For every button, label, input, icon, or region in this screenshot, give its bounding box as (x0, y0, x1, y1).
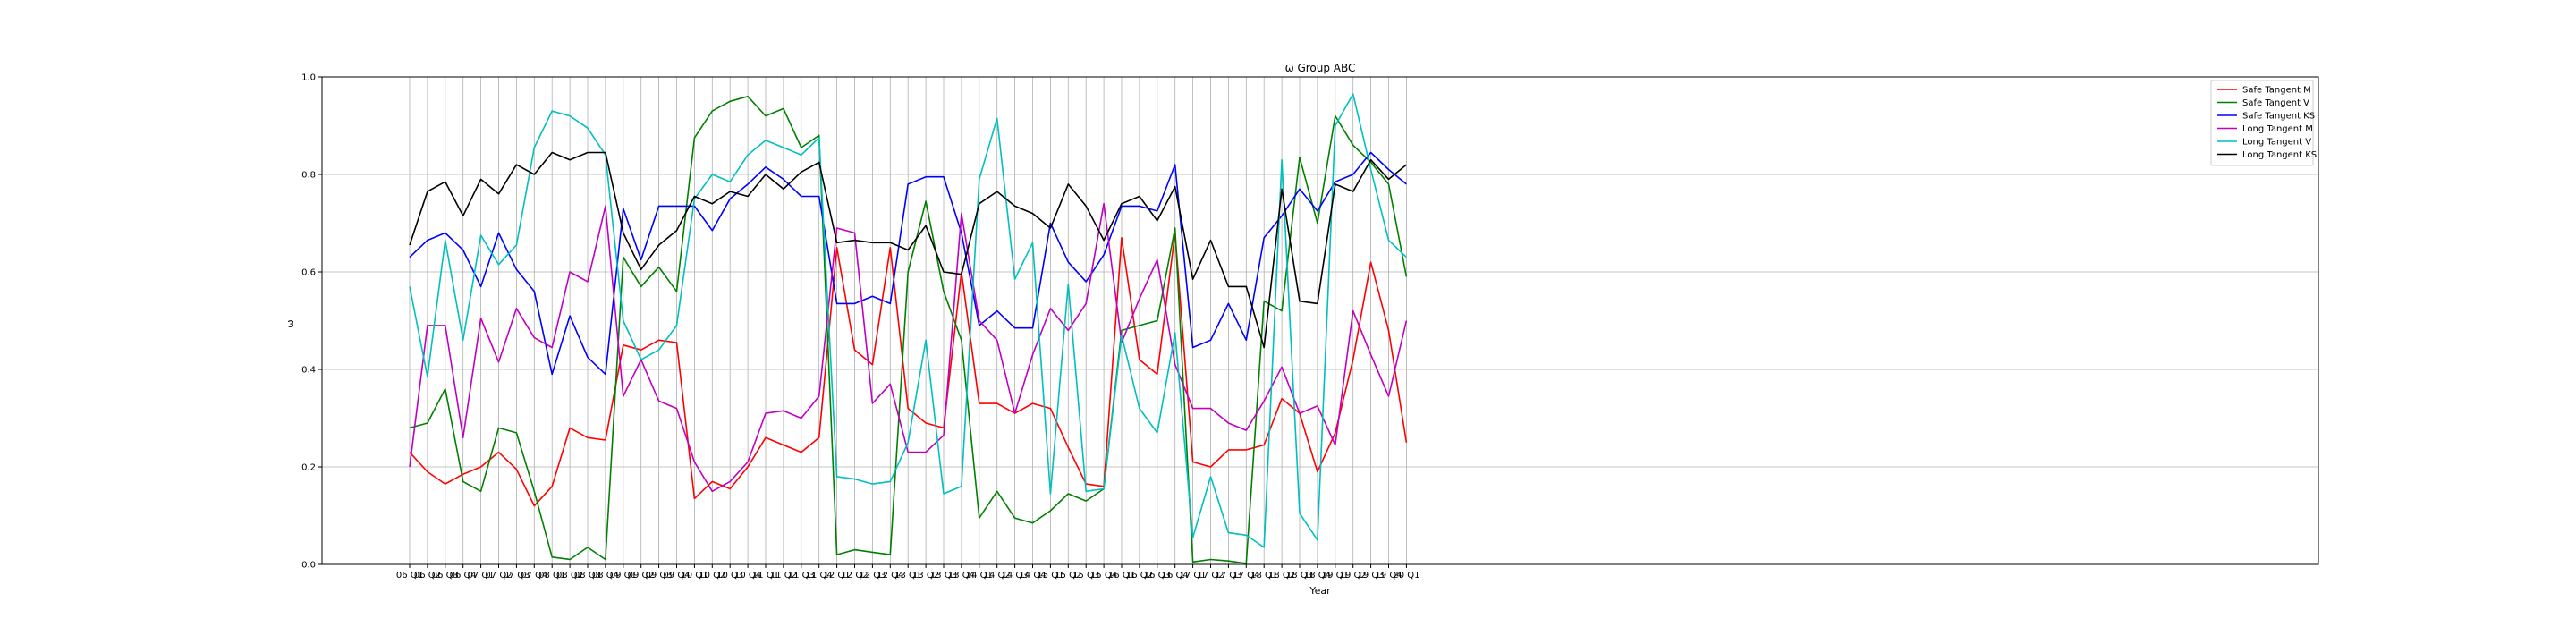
x-tick-label: 10 Q1 (681, 571, 708, 580)
y-tick-label: 0.8 (301, 171, 316, 181)
y-tick-label: 0.4 (301, 366, 316, 376)
x-tick-label: 19 Q1 (1322, 571, 1349, 580)
x-tick-label: 19 Q3 (1358, 571, 1385, 580)
x-tick-label: 14 Q3 (1002, 571, 1029, 580)
x-tick-label: 06 Q1 (396, 571, 423, 580)
x-tick-label: 11 Q1 (752, 571, 779, 580)
x-tick-label: 13 Q3 (930, 571, 957, 580)
x-tick-label: 19 Q4 (1375, 571, 1402, 580)
series-line-long-tangent-ks (409, 151, 1407, 349)
x-tick-label: 18 Q1 (1250, 571, 1277, 580)
x-tick-label: 20 Q1 (1393, 571, 1419, 580)
x-tick-label: 15 Q2 (1055, 571, 1081, 580)
x-tick-label: 16 Q4 (1162, 571, 1189, 580)
x-tick-label: 07 Q4 (521, 571, 547, 580)
x-tick-label: 13 Q4 (948, 571, 975, 580)
x-tick-label: 07 Q2 (485, 571, 512, 580)
y-tick-label: 0.2 (301, 463, 316, 473)
x-tick-label: 09 Q1 (610, 571, 637, 580)
legend-label: Long Tangent KS (2242, 150, 2317, 160)
series-line-safe-tangent-m (409, 232, 1408, 507)
x-tick-label: 08 Q2 (556, 571, 583, 580)
x-tick-label: 10 Q2 (699, 571, 725, 580)
legend-label: Long Tangent V (2242, 138, 2311, 148)
legend-label: Safe Tangent M (2242, 86, 2311, 96)
x-tick-label: 12 Q4 (877, 571, 903, 580)
x-tick-label: 18 Q2 (1268, 571, 1295, 580)
x-tick-label: 16 Q1 (1108, 571, 1135, 580)
y-axis-title: ω (284, 319, 296, 327)
series-line-safe-tangent-v (409, 96, 1408, 564)
x-tick-label: 12 Q3 (859, 571, 886, 580)
x-tick-label: 14 Q4 (1019, 571, 1046, 580)
y-tick-label: 0.6 (301, 268, 316, 278)
legend-label: Safe Tangent KS (2242, 112, 2315, 122)
x-tick-label: 10 Q3 (716, 571, 743, 580)
series-line-safe-tangent-ks (409, 151, 1407, 376)
x-tick-label: 14 Q2 (984, 571, 1011, 580)
x-tick-label: 15 Q1 (1037, 571, 1063, 580)
y-axis: 0.0 0.2 0.4 0.6 0.8 1.0 (301, 73, 322, 571)
legend: Safe Tangent M Safe Tangent V Safe Tangent… (2210, 80, 2317, 166)
y-tick-label: 1.0 (301, 73, 316, 83)
x-tick-label: 07 Q3 (503, 571, 530, 580)
x-tick-label: 08 Q1 (538, 571, 565, 580)
x-tick-label: 16 Q2 (1126, 571, 1153, 580)
x-tick-label: 09 Q2 (628, 571, 655, 580)
x-tick-label: 09 Q4 (663, 571, 690, 580)
x-tick-label: 11 Q2 (770, 571, 797, 580)
chart-title: ω Group ABC (1285, 62, 1356, 74)
x-tick-label: 18 Q4 (1304, 571, 1331, 580)
x-tick-label: 11 Q3 (788, 571, 815, 580)
x-tick-label: 06 Q3 (432, 571, 459, 580)
x-tick-label: 17 Q2 (1197, 571, 1224, 580)
series-line-long-tangent-m (409, 202, 1408, 493)
x-tick-label: 17 Q1 (1180, 571, 1207, 580)
x-tick-label: 15 Q4 (1090, 571, 1117, 580)
y-tick-label: 0.0 (301, 561, 316, 571)
plot-frame (321, 76, 2319, 565)
x-tick-label: 10 Q4 (734, 571, 761, 580)
x-tick-label: 09 Q3 (646, 571, 673, 580)
legend-label: Safe Tangent V (2242, 98, 2309, 108)
x-tick-label: 13 Q2 (912, 571, 939, 580)
x-tick-label: 06 Q2 (414, 571, 441, 580)
x-tick-label: 14 Q1 (966, 571, 993, 580)
x-tick-label: 12 Q2 (841, 571, 868, 580)
x-tick-label: 17 Q4 (1233, 571, 1259, 580)
x-tick-label: 07 Q1 (468, 571, 495, 580)
x-tick-label: 19 Q2 (1340, 571, 1367, 580)
series-line-long-tangent-v (409, 93, 1407, 548)
x-tick-label: 18 Q3 (1286, 571, 1313, 580)
x-tick-label: 08 Q3 (574, 571, 601, 580)
x-tick-label: 08 Q4 (592, 571, 619, 580)
x-tick-label: 15 Q3 (1072, 571, 1099, 580)
x-tick-label: 16 Q3 (1144, 571, 1171, 580)
x-tick-label: 12 Q1 (824, 571, 851, 580)
x-tick-label: 06 Q4 (450, 571, 477, 580)
x-tick-label: 11 Q4 (806, 571, 833, 580)
x-tick-label: 13 Q1 (894, 571, 921, 580)
legend-label: Long Tangent M (2242, 124, 2313, 134)
x-axis-title: Year (1309, 585, 1331, 597)
x-tick-label: 17 Q3 (1215, 571, 1241, 580)
series-lines (409, 93, 1408, 564)
